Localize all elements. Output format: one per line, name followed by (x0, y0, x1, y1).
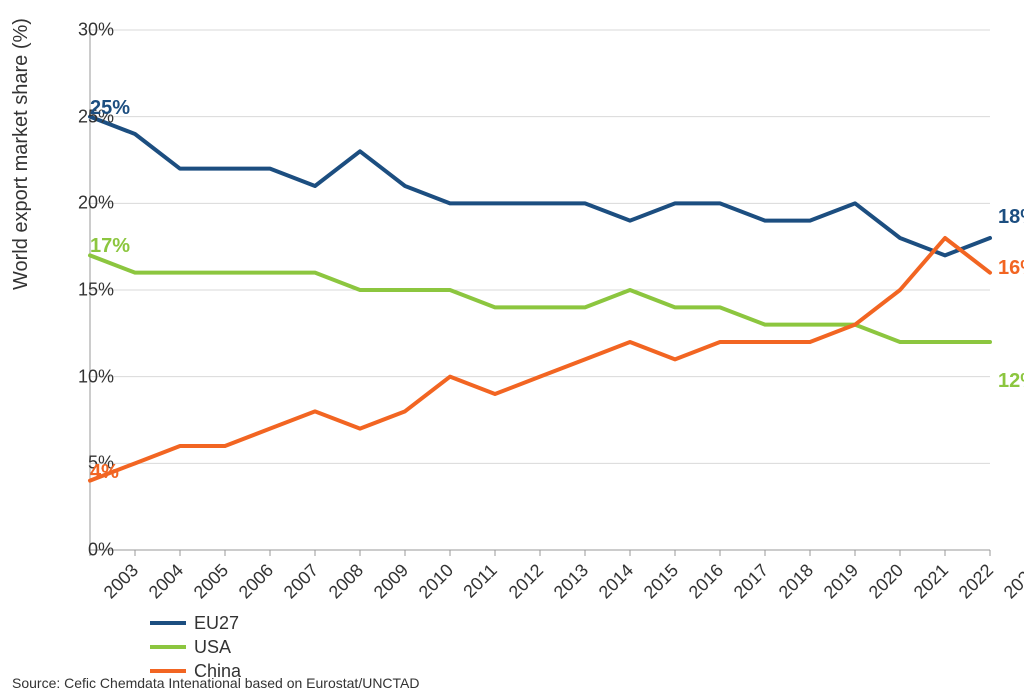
annotation-label: 12% (998, 370, 1024, 393)
x-tick-label: 2022 (955, 560, 998, 603)
x-tick-label: 2006 (235, 560, 278, 603)
x-tick-label: 2016 (685, 560, 728, 603)
plot-area (90, 30, 990, 550)
x-tick-label: 2005 (190, 560, 233, 603)
x-tick-label: 2017 (730, 560, 773, 603)
x-tick-label: 2011 (459, 560, 501, 602)
legend-item: USA (150, 636, 241, 658)
legend-item: EU27 (150, 612, 241, 634)
legend-label: EU27 (194, 613, 239, 634)
x-tick-label: 2021 (910, 560, 953, 603)
x-tick-label: 2019 (820, 560, 863, 603)
x-tick-label: 2014 (595, 560, 638, 603)
x-tick-label: 2020 (865, 560, 908, 603)
x-tick-label: 2015 (640, 560, 683, 603)
y-tick-label: 20% (54, 193, 114, 214)
x-tick-label: 2023 (1000, 560, 1024, 603)
legend-swatch (150, 645, 186, 649)
source-text: Source: Cefic Chemdata Intenational base… (12, 675, 420, 691)
series-line-usa (90, 255, 990, 342)
annotation-label: 17% (90, 235, 130, 258)
annotation-label: 25% (90, 97, 130, 120)
legend-swatch (150, 669, 186, 673)
y-axis-title: World export market share (%) (10, 18, 33, 290)
chart-container: World export market share (%) EU27USAChi… (0, 0, 1024, 697)
annotation-label: 4% (90, 461, 119, 484)
x-tick-label: 2018 (775, 560, 818, 603)
annotation-label: 16% (998, 257, 1024, 280)
x-tick-label: 2003 (100, 560, 143, 603)
y-tick-label: 15% (54, 280, 114, 301)
legend: EU27USAChina (150, 612, 241, 684)
legend-label: USA (194, 637, 231, 658)
x-tick-label: 2007 (280, 560, 323, 603)
x-tick-label: 2013 (550, 560, 593, 603)
x-tick-label: 2010 (415, 560, 458, 603)
x-tick-label: 2009 (370, 560, 413, 603)
x-tick-label: 2004 (145, 560, 188, 603)
y-tick-label: 0% (54, 540, 114, 561)
y-tick-label: 30% (54, 20, 114, 41)
x-tick-label: 2008 (325, 560, 368, 603)
chart-svg (90, 30, 990, 550)
y-tick-label: 10% (54, 366, 114, 387)
x-tick-label: 2012 (505, 560, 548, 603)
series-line-eu27 (90, 117, 990, 256)
legend-swatch (150, 621, 186, 625)
annotation-label: 18% (998, 206, 1024, 229)
